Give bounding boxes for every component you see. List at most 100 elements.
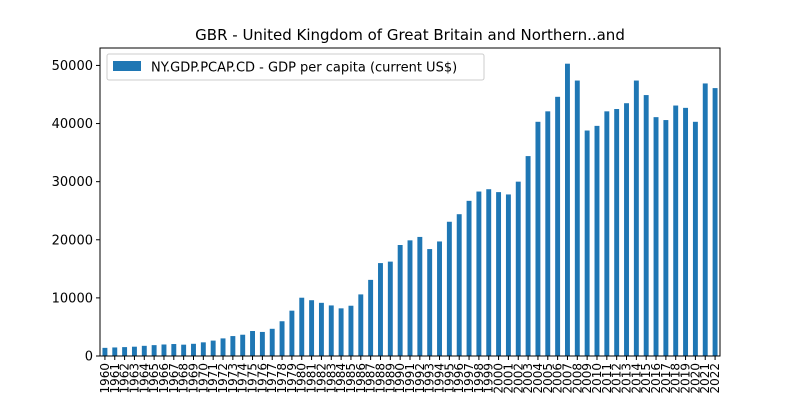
x-tick-label-1994: 1994 [433,363,447,394]
x-tick-label-2015: 2015 [639,363,653,394]
bar-1984 [338,308,344,356]
x-tick-label-1981: 1981 [305,363,319,394]
bar-1988 [378,263,383,356]
x-tick-label-1963: 1963 [127,363,141,394]
x-tick-label-2016: 2016 [649,363,663,394]
x-tick-label-1987: 1987 [364,363,378,394]
x-tick-label-1978: 1978 [275,363,289,394]
bar-1983 [328,305,334,356]
x-tick-label-1975: 1975 [246,363,260,394]
bar-1962 [122,347,128,356]
bar-2001 [505,194,511,356]
x-tick-label-2012: 2012 [610,363,624,394]
bar-2015 [643,95,649,356]
bar-1981 [309,300,315,356]
bar-1999 [486,189,492,356]
bar-1994 [437,241,442,356]
x-tick-label-1966: 1966 [157,363,171,394]
bar-1992 [417,236,423,356]
x-tick-label-2007: 2007 [560,363,574,394]
x-tick-label-1988: 1988 [373,363,387,394]
x-tick-label-1989: 1989 [383,363,397,394]
x-tick-label-2022: 2022 [708,363,722,394]
bar-1993 [427,249,433,356]
x-tick-label-1961: 1961 [108,363,122,394]
bar-2013 [624,103,629,357]
x-tick-label-1993: 1993 [423,363,437,394]
legend-swatch [113,61,141,71]
x-tick-label-1980: 1980 [295,363,309,394]
bar-1971 [210,340,216,356]
x-tick-label-2017: 2017 [659,363,673,394]
bar-2020 [692,121,698,356]
x-tick-label-1970: 1970 [196,363,210,394]
bar-1987 [368,279,374,356]
bar-1982 [318,302,324,356]
bar-1965 [151,345,157,356]
x-tick-label-1991: 1991 [403,363,417,394]
bar-1966 [161,344,167,356]
x-tick-label-1979: 1979 [285,363,299,394]
x-tick-label-2006: 2006 [551,363,565,394]
bar-1974 [240,334,246,356]
x-tick-label-1977: 1977 [265,363,279,394]
x-tick-label-2014: 2014 [629,363,643,394]
y-tick-label: 40000 [52,117,93,132]
bars-layer [102,63,718,357]
bar-2019 [683,107,689,356]
bar-1990 [397,245,403,356]
bar-1989 [387,261,393,356]
bar-1967 [171,344,177,356]
x-tick-label-1974: 1974 [236,363,250,394]
x-tick-label-1997: 1997 [462,363,476,394]
x-tick-label-1964: 1964 [137,363,151,394]
bar-1976 [259,331,265,356]
bar-2010 [594,125,600,357]
x-tick-label-2010: 2010 [590,363,604,394]
chart-title: GBR - United Kingdom of Great Britain an… [195,26,625,44]
y-tick-label: 30000 [52,175,93,190]
x-tick-label-2004: 2004 [531,363,545,394]
x-tick-label-1969: 1969 [186,363,200,394]
x-tick-label-1998: 1998 [472,363,486,394]
x-tick-label-2000: 2000 [492,363,506,394]
bar-1995 [446,221,452,356]
bar-1977 [269,328,275,356]
x-tick-label-1983: 1983 [324,363,338,394]
bar-2017 [663,120,669,356]
bar-2021 [702,83,708,356]
bar-1998 [476,191,482,356]
y-tick-label: 10000 [52,291,93,306]
bar-1968 [181,344,187,356]
bar-1963 [131,346,137,356]
bar-1972 [220,338,226,356]
x-tick-label-1962: 1962 [118,363,132,394]
bar-1997 [466,200,472,356]
y-tick-label: 0 [85,350,93,365]
bar-1986 [358,294,364,356]
x-tick-label-1965: 1965 [147,363,161,394]
legend-frame [106,53,485,81]
x-tick-label-1967: 1967 [167,363,181,394]
bar-2011 [604,111,610,356]
x-tick-label-1995: 1995 [442,363,456,394]
x-tick-label-1992: 1992 [413,363,427,394]
bar-2009 [584,130,590,356]
bar-1979 [289,310,295,356]
bar-2016 [653,117,659,357]
bar-1978 [279,321,285,356]
x-tick-label-1990: 1990 [393,363,407,394]
x-tick-label-1972: 1972 [216,363,230,394]
x-tick-label-1976: 1976 [255,363,269,394]
x-tick-label-2001: 2001 [501,363,515,394]
x-tick-label-1982: 1982 [314,363,328,394]
bar-1969 [191,343,196,356]
x-tick-label-2019: 2019 [679,363,693,394]
bar-1960 [102,347,108,356]
bar-1996 [456,214,462,356]
bar-1961 [112,347,118,356]
bar-1980 [299,297,305,356]
bar-1991 [407,240,413,356]
x-tick-label-2005: 2005 [541,363,555,394]
